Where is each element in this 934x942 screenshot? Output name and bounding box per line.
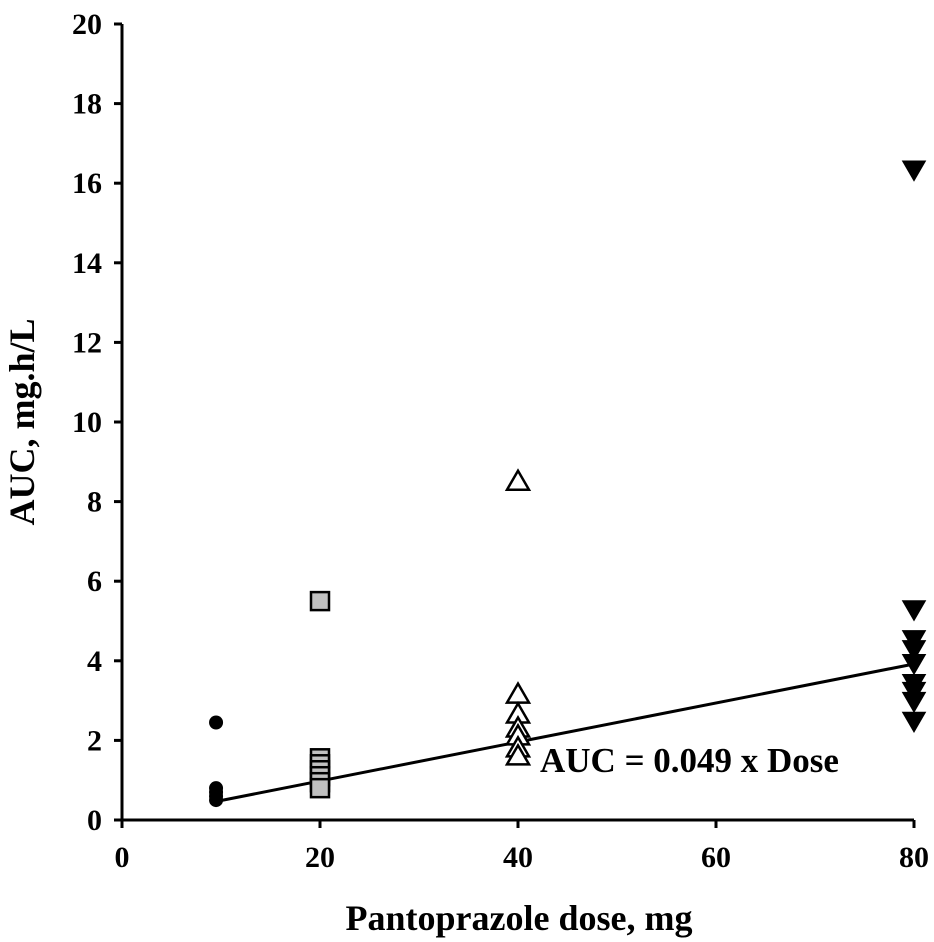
- data-point-square: [309, 777, 331, 799]
- data-point-circle: [209, 715, 224, 730]
- y-tick-label: 18: [72, 88, 102, 121]
- data-point-triangle-down: [901, 640, 927, 662]
- data-point-triangle-down: [901, 600, 927, 622]
- y-tick-label: 4: [87, 645, 102, 678]
- y-tick-label: 10: [72, 406, 102, 439]
- y-tick-label: 20: [72, 8, 102, 41]
- data-point-triangle-down: [901, 160, 927, 182]
- x-tick-label: 0: [115, 841, 130, 874]
- y-tick-label: 16: [72, 167, 102, 200]
- y-tick-label: 14: [72, 247, 102, 280]
- x-tick-label: 60: [701, 841, 731, 874]
- data-point-triangle-down: [901, 654, 927, 676]
- fit-line: [215, 662, 915, 803]
- fit-equation-label: AUC = 0.049 x Dose: [540, 741, 839, 780]
- data-points: [209, 160, 927, 808]
- data-point-triangle-down: [901, 691, 927, 714]
- y-axis-title: AUC, mg.h/L: [2, 318, 42, 525]
- y-tick-label: 6: [87, 565, 102, 598]
- data-point-triangle-up: [504, 468, 532, 491]
- fit-line-group: [215, 662, 915, 803]
- y-axis-ticks: 0 2 4 6 8 10 12 14 16 18 20: [72, 8, 122, 837]
- data-point-square: [309, 590, 331, 612]
- y-tick-label: 0: [87, 804, 102, 837]
- x-tick-label: 20: [305, 841, 335, 874]
- data-point-triangle-up: [504, 681, 532, 704]
- x-axis-title: Pantoprazole dose, mg: [346, 898, 693, 938]
- data-point-triangle-up: [504, 742, 532, 766]
- x-axis-ticks: 0 20 40 60 80: [115, 820, 929, 874]
- data-point-circle: [209, 793, 224, 808]
- y-tick-label: 8: [87, 486, 102, 519]
- y-tick-label: 2: [87, 724, 102, 757]
- x-tick-label: 40: [503, 841, 533, 874]
- y-tick-label: 12: [72, 326, 102, 359]
- x-tick-label: 80: [899, 841, 929, 874]
- data-point-triangle-down: [901, 711, 927, 733]
